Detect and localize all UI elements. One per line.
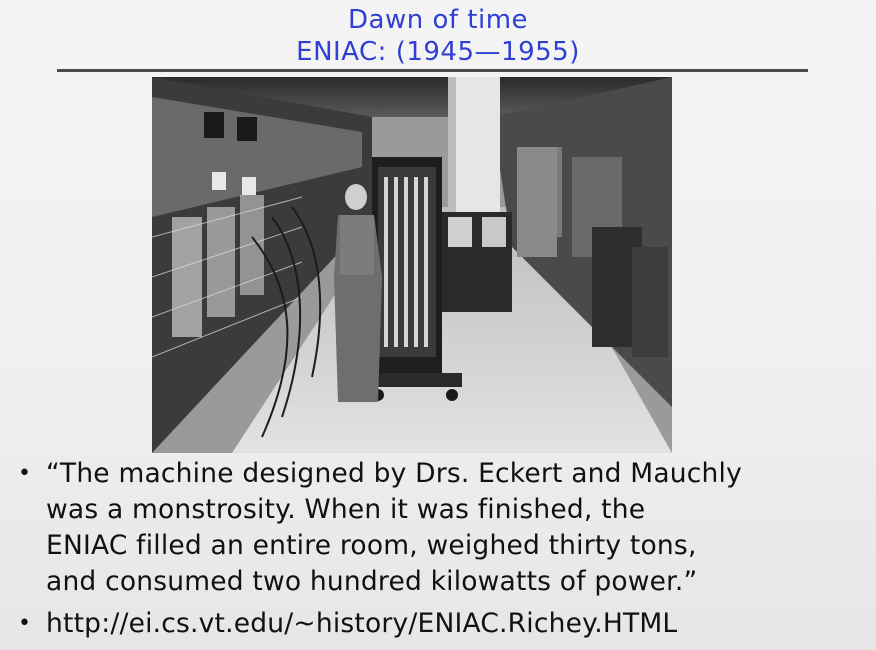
slide-title-line2: ENIAC: (1945—1955): [296, 37, 580, 67]
bullet-list: • “The machine designed by Drs. Eckert a…: [18, 456, 868, 642]
eniac-photo: [152, 77, 672, 453]
bullet-marker: •: [18, 461, 32, 486]
quote-line-1: “The machine designed by Drs. Eckert and…: [46, 458, 742, 489]
source-url: http://ei.cs.vt.edu/~history/ENIAC.Riche…: [46, 608, 678, 639]
bullet-marker: •: [18, 611, 32, 636]
title-divider: [57, 69, 808, 72]
quote-line-4: and consumed two hundred kilowatts of po…: [46, 566, 698, 597]
quote-line-2: was a monstrosity. When it was finished,…: [46, 494, 646, 525]
slide-title-line1: Dawn of time: [347, 5, 529, 35]
list-item: • http://ei.cs.vt.edu/~history/ENIAC.Ric…: [18, 606, 868, 642]
list-item: • “The machine designed by Drs. Eckert a…: [18, 456, 868, 600]
quote-line-3: ENIAC filled an entire room, weighed thi…: [46, 530, 697, 561]
